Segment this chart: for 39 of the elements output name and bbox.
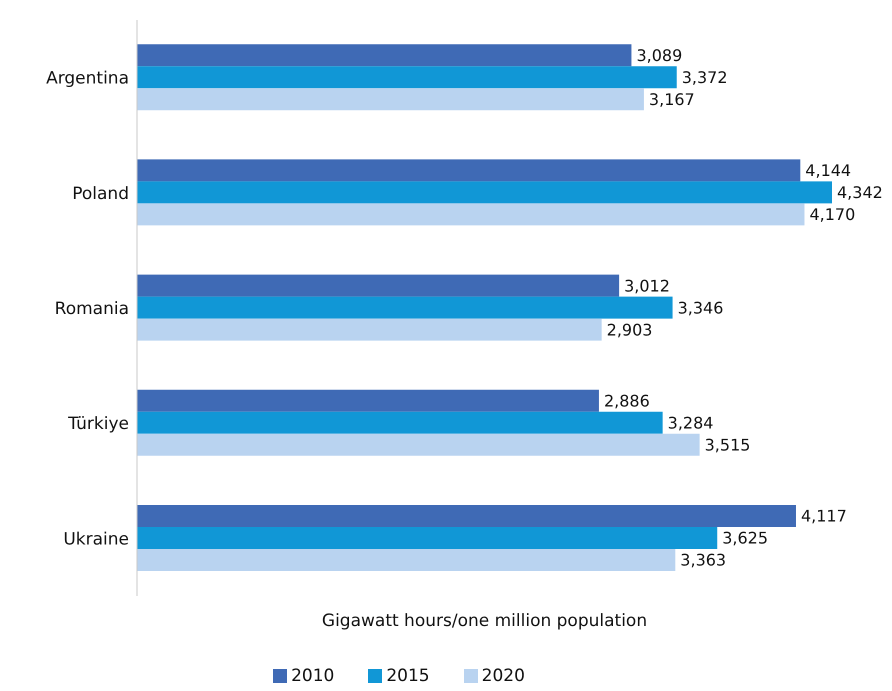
y-tick-label: Türkiye (67, 414, 129, 434)
data-label: 3,372 (682, 68, 728, 87)
bar (137, 181, 832, 204)
bar (137, 66, 677, 88)
legend-label: 2020 (482, 666, 525, 686)
bar (137, 548, 676, 571)
data-label: 3,515 (704, 435, 750, 454)
data-label: 4,170 (809, 205, 856, 224)
bar (137, 318, 602, 341)
data-label: 3,284 (668, 413, 714, 432)
legend-label: 2010 (291, 666, 334, 686)
y-tick-label: Ukraine (63, 529, 129, 550)
data-label: 3,625 (722, 528, 768, 548)
bar (137, 274, 620, 297)
bar (137, 203, 804, 226)
bar (137, 44, 632, 66)
y-tick-label: Poland (72, 184, 129, 204)
data-label: 3,012 (624, 276, 670, 296)
y-tick-label: Romania (54, 299, 129, 320)
data-label: 3,167 (648, 90, 695, 109)
data-label: 4,342 (837, 183, 883, 202)
data-label: 3,346 (678, 298, 724, 318)
data-label: 4,144 (805, 161, 852, 180)
bar (137, 504, 796, 527)
x-axis-title: Gigawatt hours/one million population (322, 611, 648, 631)
legend-label: 2015 (386, 666, 430, 686)
bar (137, 88, 644, 110)
bar (137, 526, 718, 549)
data-label: 2,903 (606, 320, 652, 340)
bar (137, 412, 663, 434)
bar (137, 296, 673, 319)
data-label: 2,886 (604, 391, 650, 410)
bar (137, 159, 800, 182)
data-label: 4,117 (800, 506, 847, 526)
y-tick-label: Argentina (46, 68, 129, 89)
data-label: 3,089 (636, 46, 682, 65)
bar (137, 434, 700, 456)
bar (137, 390, 599, 412)
data-label: 3,363 (680, 550, 726, 570)
